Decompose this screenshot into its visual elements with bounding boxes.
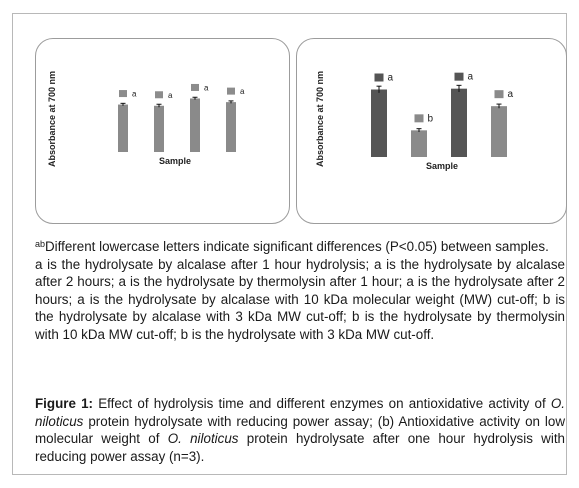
bar [371, 89, 387, 157]
bar-chart-b: Absorbance at 700 nm Sample a b a a [315, 71, 514, 171]
significance-marker [155, 91, 163, 99]
caption-text-1: Effect of hydrolysis time and different … [93, 396, 551, 411]
significance-marker [414, 114, 424, 123]
bar [154, 105, 164, 152]
caption-text-3: protein hydrolysate after one hour hydro… [35, 431, 565, 464]
note-line-2: a is the hydrolysate by alcalase after 1… [35, 256, 565, 342]
significance-letter: a [204, 83, 209, 92]
significance-letter: a [168, 91, 173, 100]
species-name-2: O. niloticus [167, 431, 239, 446]
significance-letter: a [468, 72, 474, 83]
bar [190, 98, 200, 152]
significance-marker [374, 73, 384, 82]
chart-panel-a: Absorbance at 700 nm Sample a a a a [35, 38, 290, 224]
significance-letter: b [428, 113, 434, 124]
significance-letter: a [132, 90, 137, 99]
significance-marker [454, 72, 464, 81]
significance-marker [227, 87, 235, 95]
significance-letter: a [388, 73, 394, 84]
significance-marker [191, 83, 199, 91]
significance-marker [119, 90, 127, 98]
note-line-1: Different lowercase letters indicate sig… [45, 239, 549, 254]
significance-letter: a [508, 89, 514, 100]
x-axis-label: Sample [159, 156, 191, 166]
figure-frame: Absorbance at 700 nm Sample a a a a Absorbanc… [12, 13, 567, 475]
bar-chart-a: Absorbance at 700 nm Sample a a a a [47, 71, 245, 167]
y-axis-label: Absorbance at 700 nm [315, 71, 325, 167]
significance-note: abDifferent lowercase letters indicate s… [35, 238, 565, 343]
figure-caption: Figure 1: Effect of hydrolysis time and … [35, 395, 565, 465]
caption-text-2: protein hydrolysate with reducing power … [35, 413, 565, 447]
figure-label: Figure 1: [35, 396, 94, 411]
note-superscript: ab [35, 239, 46, 249]
bar [226, 102, 236, 152]
bar [411, 130, 427, 157]
bar [491, 106, 507, 157]
species-name-1: O. niloticus [35, 396, 565, 429]
y-axis-label: Absorbance at 700 nm [47, 71, 57, 167]
significance-marker [494, 90, 504, 99]
chart-panel-b: Absorbance at 700 nm Sample a b a a [296, 38, 567, 224]
bar [118, 104, 128, 152]
x-axis-label: Sample [426, 161, 458, 171]
bar [451, 88, 467, 157]
significance-letter: a [240, 87, 245, 96]
